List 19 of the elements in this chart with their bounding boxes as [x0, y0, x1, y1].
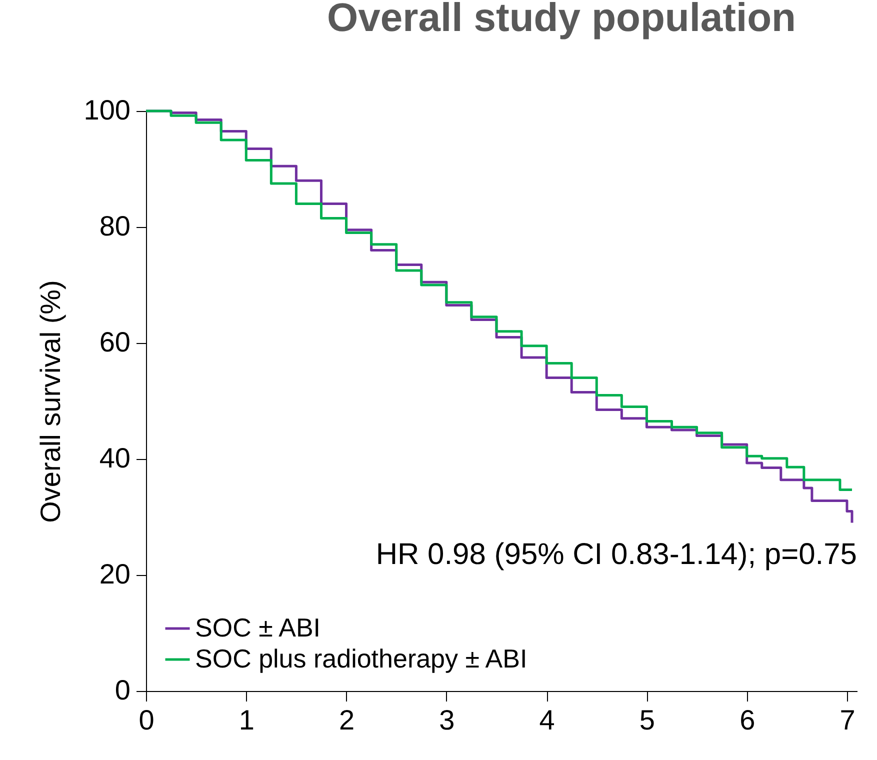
- x-tick-label: 1: [238, 704, 254, 736]
- x-tick-label: 6: [740, 704, 756, 736]
- legend-label: SOC ± ABI: [195, 612, 321, 642]
- x-tick-label: 2: [338, 704, 355, 736]
- x-tick-label: 7: [840, 704, 856, 736]
- y-tick-label: 40: [99, 442, 130, 474]
- y-tick-label: 80: [99, 210, 130, 242]
- x-tick-label: 0: [138, 704, 154, 736]
- legend-label: SOC plus radiotherapy ± ABI: [195, 644, 528, 674]
- annotation: HR 0.98 (95% CI 0.83-1.14); p=0.75: [376, 538, 857, 571]
- chart-title: Overall study population: [327, 0, 796, 40]
- y-tick-label: 60: [99, 326, 130, 358]
- y-tick-label: 0: [114, 674, 130, 706]
- y-axis-title: Overall survival (%): [34, 280, 66, 523]
- x-tick-label: 3: [439, 704, 455, 736]
- x-tick-label: 5: [639, 704, 655, 736]
- x-tick-label: 4: [539, 704, 555, 736]
- y-tick-label: 100: [84, 94, 130, 126]
- y-tick-label: 20: [99, 558, 130, 590]
